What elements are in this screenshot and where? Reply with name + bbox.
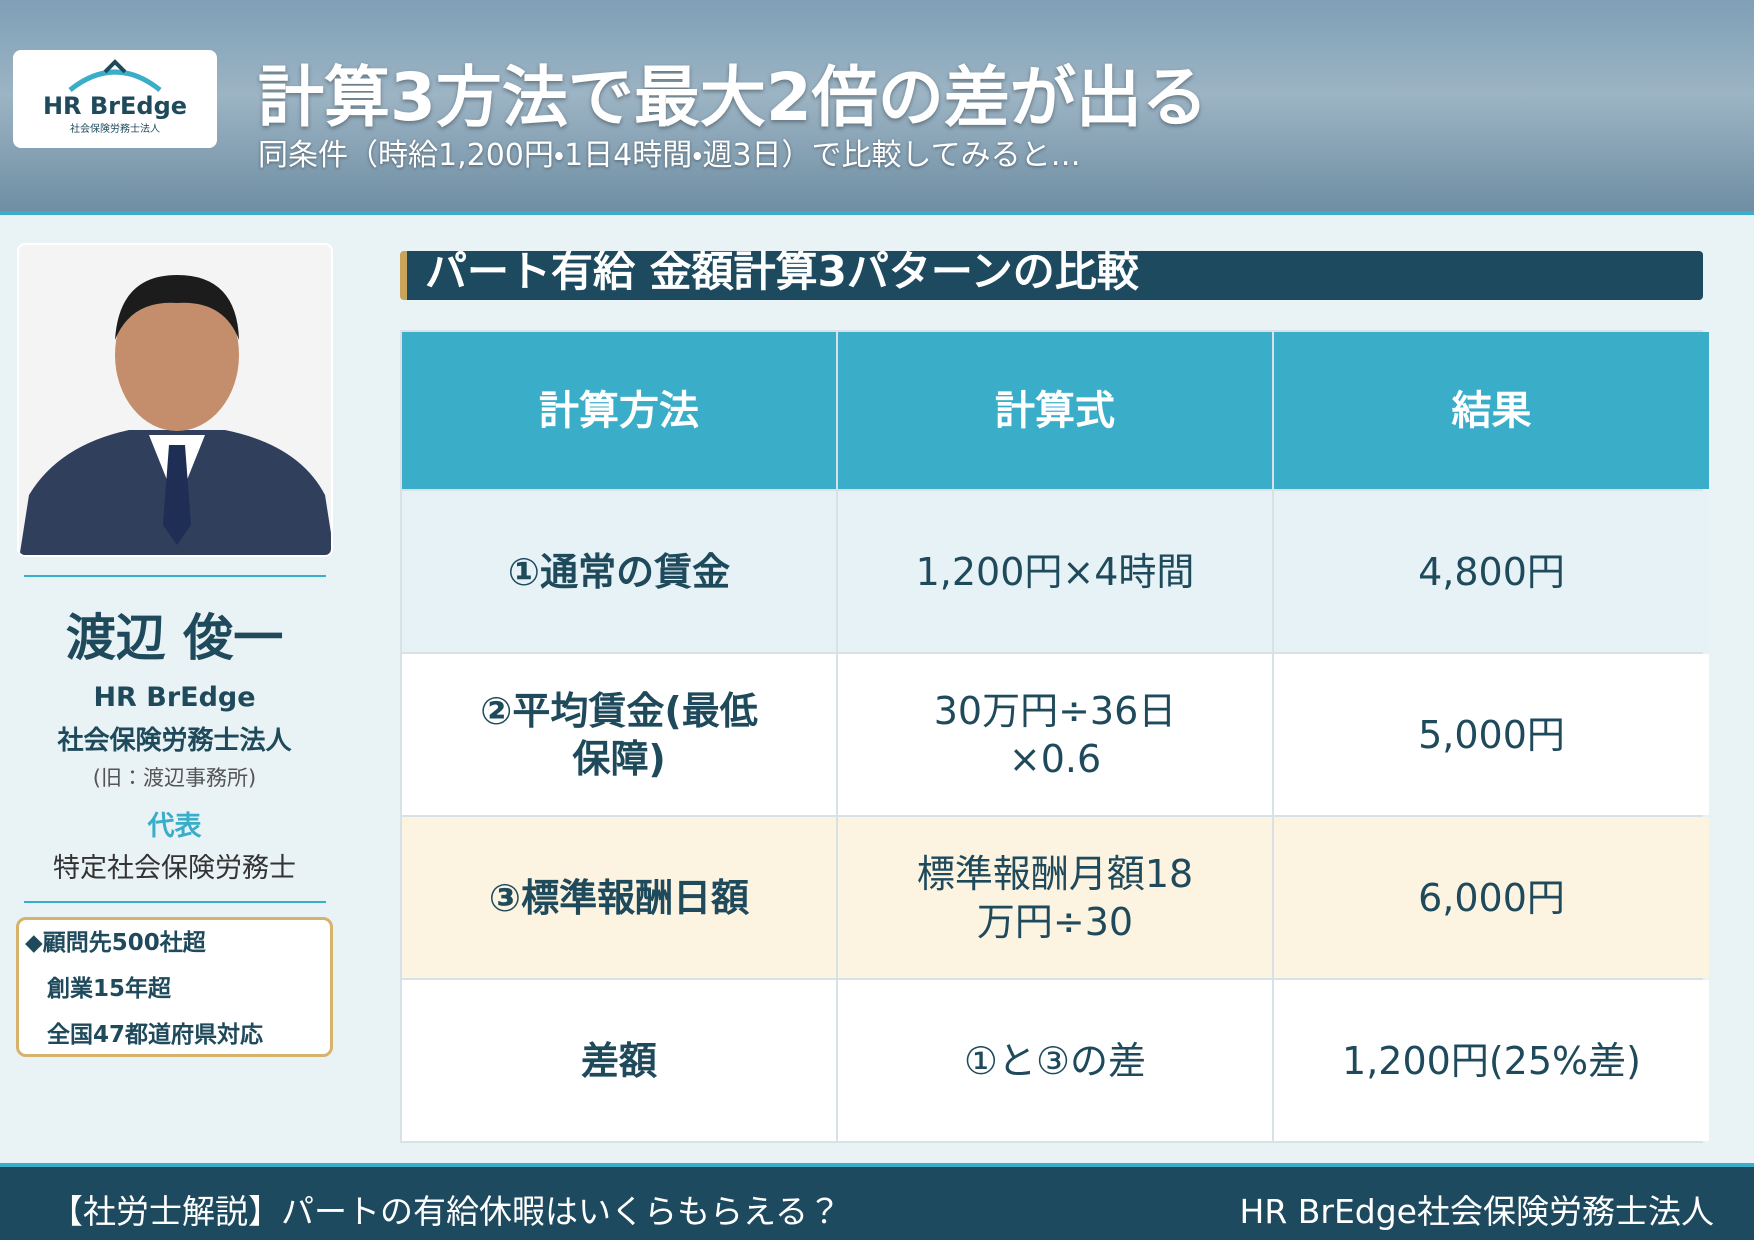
highlight: ◆顧問先500社超 [25,930,206,956]
footer-right: HR BrEdge社会保険労務士法人 [1239,1192,1715,1231]
divider [24,575,326,577]
header-banner [0,0,1754,215]
section-title: パート有給 金額計算3パターンの比較 [400,251,1703,300]
comparison-table: 計算方法 計算式 結果 ①通常の賃金 1,200円×4時間 4,800円 ②平均賃金(最低保… [400,330,1709,1143]
photo-placeholder [19,275,331,555]
table-cell: 1,200円×4時間 [838,491,1272,652]
highlights-box: ◆顧問先500社超 創業15年超 全国47都道府県対応 [16,917,333,1057]
table-cell: ①と③の差 [838,980,1272,1141]
footer-left: 【社労士解説】パートの有給休暇はいくらもらえる？ [50,1192,842,1231]
highlight: 創業15年超 [47,976,172,1002]
table-cell: 6,000円 [1274,817,1709,978]
profile-name: 渡辺 俊一 [65,609,284,667]
table-cell: 4,800円 [1274,491,1709,652]
profile-qualification: 特定社会保険労務士 [53,853,296,884]
logo-sub: 社会保険労務士法人 [70,124,160,135]
subtitle: 同条件（時給1,200円・1日4時間・週3日）で比較してみると… [258,138,1081,173]
profile-former: (旧：渡辺事務所) [92,766,257,790]
table-cell: ②平均賃金(最低保障) [402,654,836,815]
table-cell: ①通常の賃金 [402,491,836,652]
table-cell: ③標準報酬日額 [402,817,836,978]
table-cell: 1,200円(25%差) [1274,980,1709,1141]
table-cell: 5,000円 [1274,654,1709,815]
highlight: 全国47都道府県対応 [47,1022,264,1048]
table-header: 計算方法 [402,332,836,489]
divider [24,901,326,903]
table-header: 結果 [1274,332,1709,489]
table-header: 計算式 [838,332,1272,489]
profile-photo [17,243,333,557]
footer: 【社労士解説】パートの有給休暇はいくらもらえる？ HR BrEdge社会保険労務… [0,1163,1754,1240]
table-cell: 差額 [402,980,836,1141]
logo-arc [68,59,162,92]
title: 計算3方法で最大2倍の差が出る [258,59,1208,136]
profile-role: 代表 [147,811,202,842]
logo-text: HR BrEdge [42,92,188,120]
profile-company-type: 社会保険労務士法人 [57,726,292,756]
profile-company: HR BrEdge [93,682,256,713]
table-cell: 30万円÷36日×0.6 [838,654,1272,815]
table-cell: 標準報酬月額18万円÷30 [838,817,1272,978]
logo: HR BrEdge 社会保険労務士法人 [13,50,217,148]
